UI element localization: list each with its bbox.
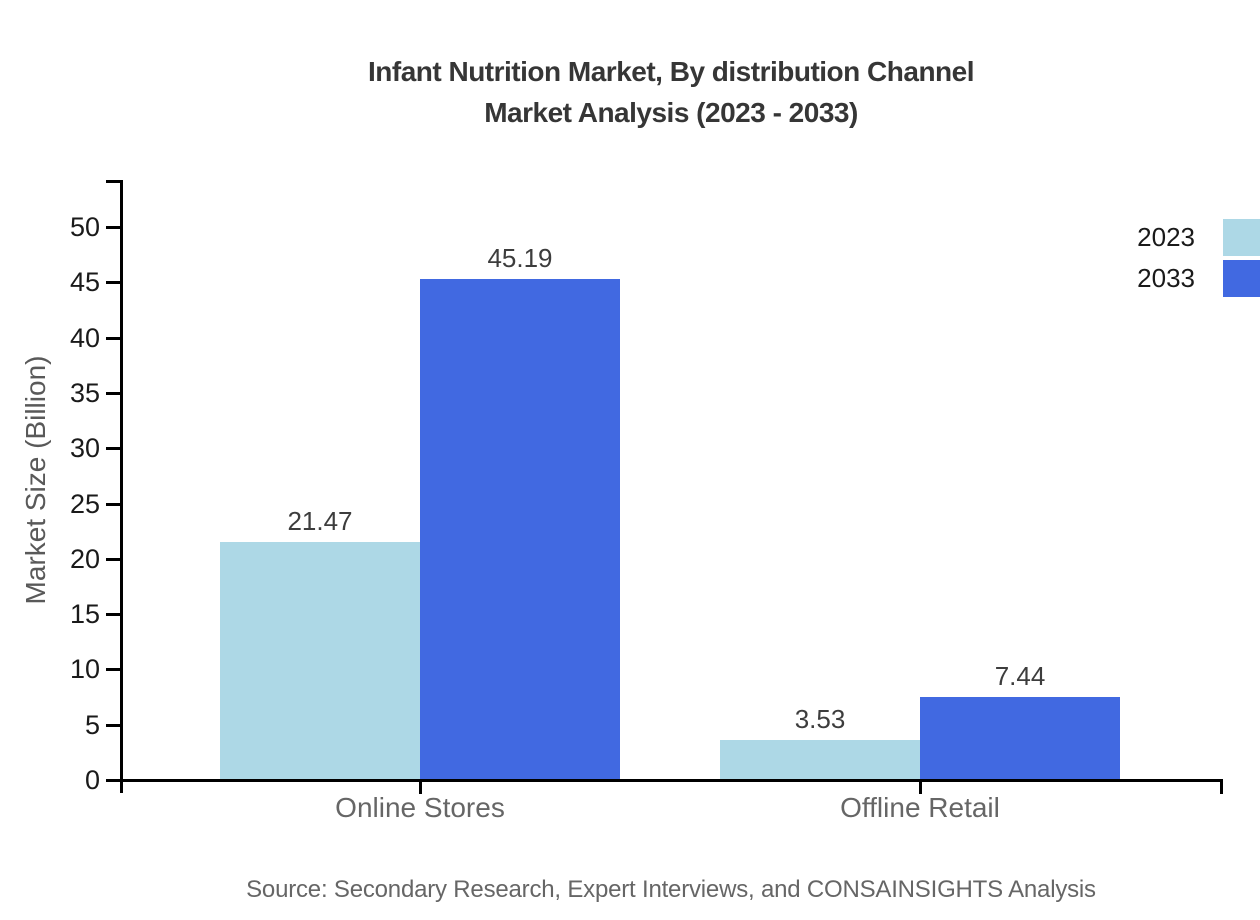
bar-value-label: 7.44 bbox=[994, 661, 1046, 691]
y-axis-tick-label: 20 bbox=[69, 544, 100, 574]
y-axis-tick bbox=[106, 281, 120, 284]
y-axis-tick-label: 25 bbox=[69, 489, 100, 519]
y-axis-tick bbox=[106, 613, 120, 616]
bar bbox=[920, 697, 1120, 779]
x-axis-tick bbox=[419, 782, 422, 794]
x-axis-line bbox=[120, 779, 1223, 782]
legend-label: 2023 bbox=[1137, 222, 1195, 252]
y-axis-tick-label: 0 bbox=[84, 765, 100, 795]
y-axis-tick bbox=[106, 337, 120, 340]
y-axis-tick-label: 50 bbox=[69, 212, 100, 242]
y-axis-tick bbox=[106, 668, 120, 671]
source-note: Source: Secondary Research, Expert Inter… bbox=[246, 876, 1096, 903]
y-axis-top-cap bbox=[106, 180, 120, 183]
bar bbox=[720, 740, 920, 779]
legend-swatch bbox=[1223, 219, 1260, 256]
bar-value-label: 21.47 bbox=[287, 506, 353, 536]
y-axis-tick-label: 15 bbox=[69, 599, 100, 629]
y-axis-tick bbox=[106, 779, 120, 782]
y-axis-tick-label: 35 bbox=[69, 378, 100, 408]
chart-title: Infant Nutrition Market, By distribution… bbox=[82, 51, 1260, 133]
y-axis-tick-label: 10 bbox=[69, 654, 100, 684]
bar bbox=[420, 279, 620, 779]
y-axis-tick bbox=[106, 724, 120, 727]
x-axis-end-tick bbox=[1220, 782, 1223, 794]
y-axis-tick bbox=[106, 503, 120, 506]
bar-value-label: 45.19 bbox=[487, 243, 553, 273]
legend-swatch bbox=[1223, 260, 1260, 297]
y-axis-line bbox=[120, 180, 123, 793]
chart-title-line2: Market Analysis (2023 - 2033) bbox=[484, 97, 858, 128]
category-label: Online Stores bbox=[335, 792, 505, 823]
y-axis-tick bbox=[106, 226, 120, 229]
x-axis-tick bbox=[919, 782, 922, 794]
y-axis-tick bbox=[106, 447, 120, 450]
y-axis-tick bbox=[106, 392, 120, 395]
y-axis-tick-label: 45 bbox=[69, 267, 100, 297]
bar bbox=[220, 542, 420, 779]
y-axis-tick-label: 5 bbox=[84, 710, 100, 740]
category-label: Offline Retail bbox=[840, 792, 1000, 823]
y-axis-tick-label: 40 bbox=[69, 323, 100, 353]
bar-value-label: 3.53 bbox=[794, 704, 846, 734]
legend-label: 2033 bbox=[1137, 263, 1195, 293]
y-axis-tick bbox=[106, 558, 120, 561]
chart-title-line1: Infant Nutrition Market, By distribution… bbox=[368, 56, 975, 87]
y-axis-tick-label: 30 bbox=[69, 433, 100, 463]
